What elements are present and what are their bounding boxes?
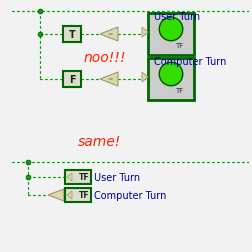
Text: noo!!!: noo!!! bbox=[83, 51, 126, 65]
Polygon shape bbox=[100, 73, 117, 87]
Polygon shape bbox=[141, 73, 147, 83]
Bar bbox=[63, 72, 81, 88]
Text: =: = bbox=[107, 32, 112, 37]
Text: User Turn: User Turn bbox=[94, 172, 140, 182]
Text: TF: TF bbox=[78, 191, 89, 200]
Bar bbox=[147, 14, 193, 56]
Text: TF: TF bbox=[78, 173, 89, 182]
Text: T: T bbox=[68, 30, 75, 40]
Bar bbox=[63, 27, 81, 43]
Text: Computer Turn: Computer Turn bbox=[94, 190, 166, 200]
Text: same!: same! bbox=[78, 135, 121, 148]
Text: Computer Turn: Computer Turn bbox=[153, 57, 226, 67]
Polygon shape bbox=[67, 173, 72, 181]
Circle shape bbox=[159, 18, 182, 42]
Bar bbox=[65, 170, 91, 184]
Bar bbox=[65, 188, 91, 202]
Polygon shape bbox=[141, 28, 147, 38]
Bar bbox=[147, 59, 193, 101]
Polygon shape bbox=[67, 191, 72, 199]
Text: =: = bbox=[107, 77, 112, 82]
Polygon shape bbox=[48, 189, 64, 201]
Circle shape bbox=[159, 63, 182, 86]
Text: TF: TF bbox=[174, 87, 183, 93]
Text: TF: TF bbox=[174, 42, 183, 48]
Text: User Turn: User Turn bbox=[153, 12, 199, 22]
Polygon shape bbox=[100, 28, 117, 42]
Text: F: F bbox=[68, 75, 75, 85]
